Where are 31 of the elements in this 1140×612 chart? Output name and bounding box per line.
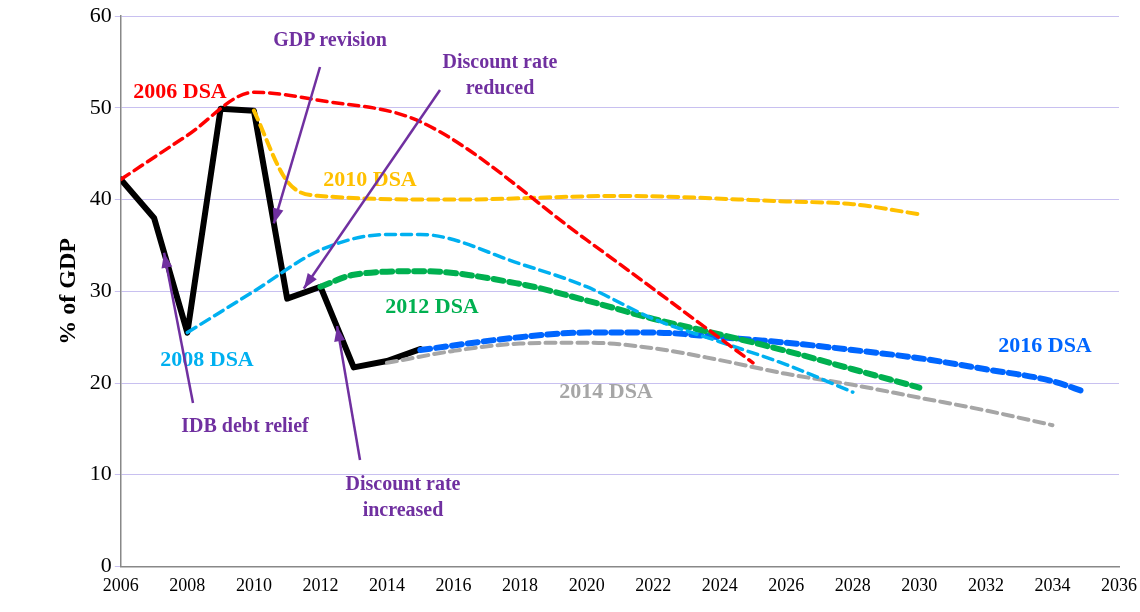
x-tick-label: 2022 <box>635 574 672 595</box>
series-label: 2006 DSA <box>133 77 227 103</box>
y-tick-label: 10 <box>89 460 112 486</box>
x-tick-label: 2030 <box>901 574 938 595</box>
x-tick-label: 2010 <box>235 574 272 595</box>
line-series <box>251 108 922 217</box>
series-label: 2016 DSA <box>998 331 1092 357</box>
x-tick-label: 2018 <box>502 574 539 595</box>
x-tick-label: 2008 <box>169 574 206 595</box>
x-tick-label: 2024 <box>701 574 738 595</box>
y-tick-label: 20 <box>89 368 112 394</box>
x-tick-label: 2036 <box>1101 574 1137 595</box>
x-tick-label: 2020 <box>568 574 605 595</box>
series-label: 2012 DSA <box>385 292 479 318</box>
annotation: Discount rate increased <box>345 472 461 521</box>
annotation: GDP revision <box>273 28 387 51</box>
y-tick-label: 30 <box>89 277 112 303</box>
x-tick-label: 2016 <box>435 574 472 595</box>
x-tick-label: 2034 <box>1034 574 1071 595</box>
annotation: Discount rate reduced <box>442 50 558 99</box>
x-tick-label: 2012 <box>302 574 339 595</box>
x-tick-label: 2014 <box>368 574 405 595</box>
y-tick-label: 60 <box>89 1 112 27</box>
x-tick-label: 2028 <box>834 574 871 595</box>
series-label: 2014 DSA <box>559 377 653 403</box>
x-tick-label: 2032 <box>967 574 1004 595</box>
y-axis-title: % of GDP <box>53 237 80 345</box>
x-tick-label: 2026 <box>768 574 805 595</box>
annotation: IDB debt relief <box>181 414 310 437</box>
y-tick-label: 40 <box>89 185 112 211</box>
y-tick-label: 50 <box>89 93 112 119</box>
